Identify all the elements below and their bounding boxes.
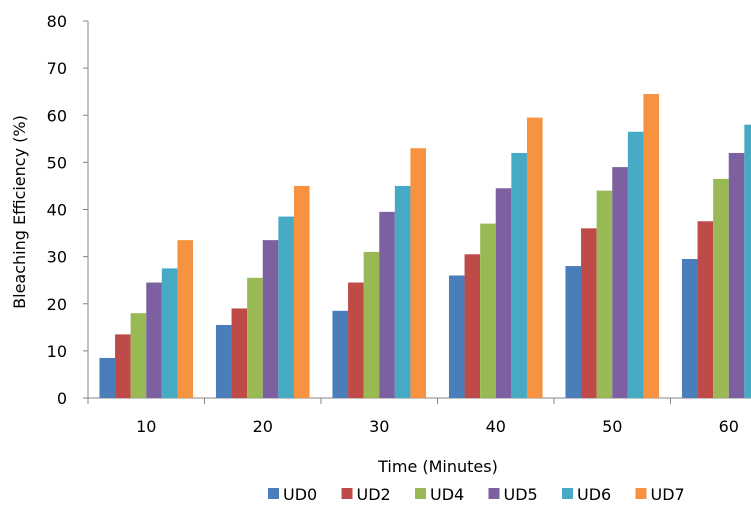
bar-ud4-60 xyxy=(713,178,729,398)
bar-ud7-10 xyxy=(177,240,194,398)
bar-ud0-50 xyxy=(565,266,582,398)
bar-ud5-40 xyxy=(495,188,512,398)
y-tick-label: 20 xyxy=(47,295,67,314)
bar-ud5-10 xyxy=(146,282,162,398)
bar-ud2-20 xyxy=(231,308,248,398)
legend-swatch xyxy=(341,488,353,499)
legend-label: UD6 xyxy=(577,485,611,504)
bar-ud4-30 xyxy=(363,251,380,398)
legend-swatch xyxy=(268,488,279,499)
bar-ud6-60 xyxy=(744,124,751,399)
legend-swatch xyxy=(635,488,647,499)
bar-ud0-20 xyxy=(215,324,232,398)
x-tick-label: 30 xyxy=(369,417,389,436)
y-axis-title: Bleaching Efficiency (%) xyxy=(10,115,29,309)
legend-label: UD4 xyxy=(430,485,464,504)
y-tick-label: 40 xyxy=(47,201,67,220)
legend-item-ud7: UD7 xyxy=(635,485,685,504)
bars xyxy=(99,94,751,399)
legend-label: UD0 xyxy=(283,485,317,504)
bar-ud6-30 xyxy=(394,185,411,398)
bar-ud4-40 xyxy=(480,223,496,398)
bar-ud5-60 xyxy=(728,152,745,398)
bar-ud2-30 xyxy=(348,282,364,398)
legend-item-ud0: UD0 xyxy=(268,485,317,504)
bar-ud6-40 xyxy=(511,152,527,398)
y-tick-label: 60 xyxy=(47,106,67,125)
bar-ud6-20 xyxy=(278,216,294,398)
bar-ud7-30 xyxy=(410,148,427,398)
y-tick-label: 80 xyxy=(47,12,67,31)
y-tick-label: 0 xyxy=(57,389,67,408)
bar-ud2-10 xyxy=(115,334,131,398)
legend-label: UD5 xyxy=(504,485,538,504)
bar-ud4-20 xyxy=(247,277,263,398)
bar-ud0-10 xyxy=(99,357,116,398)
bar-ud0-30 xyxy=(332,310,349,398)
bar-ud2-60 xyxy=(697,221,714,398)
legend-item-ud5: UD5 xyxy=(488,485,538,504)
bar-ud5-50 xyxy=(612,167,628,398)
bar-ud4-10 xyxy=(130,313,147,398)
bar-ud0-40 xyxy=(448,275,465,398)
legend-swatch xyxy=(415,488,426,499)
bar-ud2-50 xyxy=(581,228,597,398)
bar-ud6-10 xyxy=(161,268,178,398)
legend-swatch xyxy=(562,488,573,499)
legend-item-ud6: UD6 xyxy=(562,485,611,504)
y-tick-label: 30 xyxy=(47,248,67,267)
x-axis-title: Time (Minutes) xyxy=(377,457,498,476)
legend-label: UD7 xyxy=(651,485,685,504)
bar-ud0-60 xyxy=(681,258,698,398)
bar-ud7-20 xyxy=(293,185,310,398)
bar-ud7-40 xyxy=(526,117,543,399)
x-tick-label: 40 xyxy=(486,417,506,436)
x-tick-label: 50 xyxy=(602,417,622,436)
bar-ud5-30 xyxy=(379,211,395,398)
y-tick-label: 70 xyxy=(47,59,67,78)
tick-labels: 0 10 20 30 40 50 60 70 80 10 20 30 40 50 60 xyxy=(47,12,739,436)
legend-label: UD2 xyxy=(357,485,391,504)
legend: UD0 UD2 UD4 UD5 UD6 UD7 xyxy=(268,485,685,504)
y-tick-label: 10 xyxy=(47,342,67,361)
legend-swatch xyxy=(488,488,500,499)
y-tick-label: 50 xyxy=(47,153,67,172)
bar-ud5-20 xyxy=(262,240,279,398)
legend-item-ud2: UD2 xyxy=(341,485,391,504)
x-tick-label: 10 xyxy=(136,417,156,436)
bar-ud4-50 xyxy=(596,190,613,398)
x-tick-label: 20 xyxy=(253,417,273,436)
legend-item-ud4: UD4 xyxy=(415,485,464,504)
bar-ud2-40 xyxy=(464,254,481,398)
bar-ud6-50 xyxy=(627,131,644,399)
bar-ud7-50 xyxy=(643,94,660,398)
x-tick-label: 60 xyxy=(719,417,739,436)
